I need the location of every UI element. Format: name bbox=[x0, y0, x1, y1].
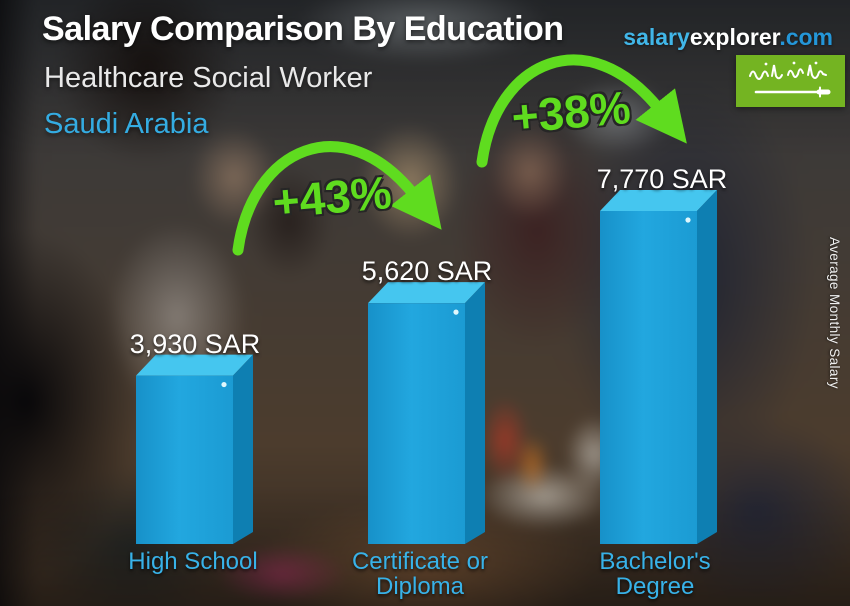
category-label-high-school: High School bbox=[128, 548, 258, 575]
bar-value-label: 3,930 SAR bbox=[129, 328, 261, 359]
logo-domain-text: .com bbox=[779, 24, 833, 50]
category-label-bachelors-degree: Bachelor's Degree bbox=[599, 548, 711, 600]
category-label-certificate-diploma: Certificate or Diploma bbox=[351, 548, 489, 600]
bar-value-label: 7,770 SAR bbox=[596, 164, 728, 194]
job-title: Healthcare Social Worker bbox=[44, 62, 373, 94]
shahada-script-and-sword-icon bbox=[749, 61, 831, 98]
site-logo[interactable]: salaryexplorer.com bbox=[623, 24, 833, 51]
percent-increase-label: +43% bbox=[270, 165, 394, 229]
logo-explorer-text: explorer bbox=[689, 24, 780, 50]
bar-value-label: 5,620 SAR bbox=[361, 256, 493, 287]
country-name: Saudi Arabia bbox=[44, 108, 209, 140]
logo-salary-text: salary bbox=[623, 24, 690, 50]
page-title: Salary Comparison By Education bbox=[42, 10, 564, 48]
saudi-arabia-flag bbox=[736, 55, 845, 107]
percent-increase-label: +38% bbox=[509, 80, 633, 144]
y-axis-label: Average Monthly Salary bbox=[827, 237, 842, 389]
